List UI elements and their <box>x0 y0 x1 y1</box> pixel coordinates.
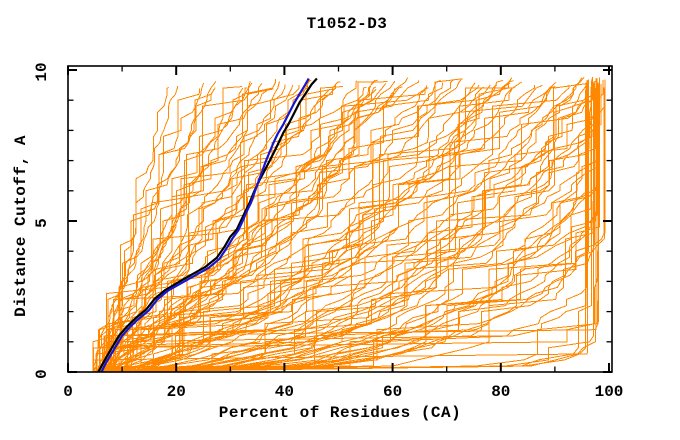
model-curve <box>104 86 597 372</box>
model-curve <box>101 85 300 372</box>
model-curve <box>96 80 419 372</box>
x-tick-label: 60 <box>383 383 402 401</box>
model-curve <box>96 89 587 372</box>
model-curve <box>100 82 476 372</box>
model-curve <box>95 87 216 372</box>
model-curve <box>102 82 444 372</box>
model-curve <box>92 84 491 372</box>
model-curve <box>94 84 602 372</box>
model-curve <box>108 80 588 372</box>
model-curve <box>113 83 577 372</box>
model-curve <box>102 87 505 372</box>
model-curve <box>98 84 543 372</box>
model-curve <box>104 81 388 372</box>
plot-frame <box>67 65 613 373</box>
model-curve <box>104 85 336 372</box>
model-curve <box>109 83 600 372</box>
x-tick-label: 100 <box>595 383 624 401</box>
model-curve <box>112 77 593 372</box>
x-tick-label: 80 <box>491 383 510 401</box>
model-curve <box>109 85 294 372</box>
highlighted-model-black <box>97 77 318 372</box>
x-tick-label: 0 <box>63 383 73 401</box>
highlighted-curves-layer <box>97 77 318 372</box>
model-curve <box>112 82 263 372</box>
model-curve <box>97 86 556 372</box>
model-curve <box>93 88 599 372</box>
model-curve <box>99 81 252 372</box>
model-curve <box>111 79 378 372</box>
model-curve <box>97 85 427 372</box>
model-curve <box>95 84 535 372</box>
model-curve <box>98 83 587 372</box>
model-curve <box>92 87 429 372</box>
model-curves-layer <box>92 76 606 372</box>
model-curve <box>107 85 553 372</box>
model-curve <box>99 87 337 372</box>
y-tick-label: 0 <box>33 369 51 379</box>
model-curve <box>111 86 588 372</box>
model-curve <box>99 87 248 372</box>
y-axis-label: Distance Cutoff, A <box>12 135 30 317</box>
model-curve <box>102 78 593 372</box>
model-curve <box>102 82 587 372</box>
model-curve <box>103 88 331 372</box>
model-curve <box>108 79 441 372</box>
model-curve <box>95 87 605 372</box>
y-tick-label: 5 <box>33 218 51 228</box>
highlighted-model-blue <box>100 77 310 372</box>
model-curve <box>103 79 604 372</box>
model-curve <box>99 84 286 372</box>
x-tick-label: 20 <box>167 383 186 401</box>
model-curve <box>92 87 589 372</box>
model-curve <box>103 81 557 372</box>
model-curve <box>112 84 480 372</box>
x-axis-label: Percent of Residues (CA) <box>219 404 461 422</box>
x-tick-label: 40 <box>275 383 294 401</box>
model-curve <box>109 83 592 372</box>
model-curve <box>97 77 513 372</box>
model-curve <box>105 80 596 372</box>
model-curve <box>103 80 592 372</box>
tick-labels-layer: 0 20 40 60 80 100 0 5 10 <box>33 62 623 401</box>
model-curve <box>105 80 600 372</box>
model-curve <box>92 81 606 372</box>
plot-title: T1052-D3 <box>307 15 388 33</box>
y-tick-label: 10 <box>33 62 51 81</box>
model-curve <box>109 80 514 372</box>
